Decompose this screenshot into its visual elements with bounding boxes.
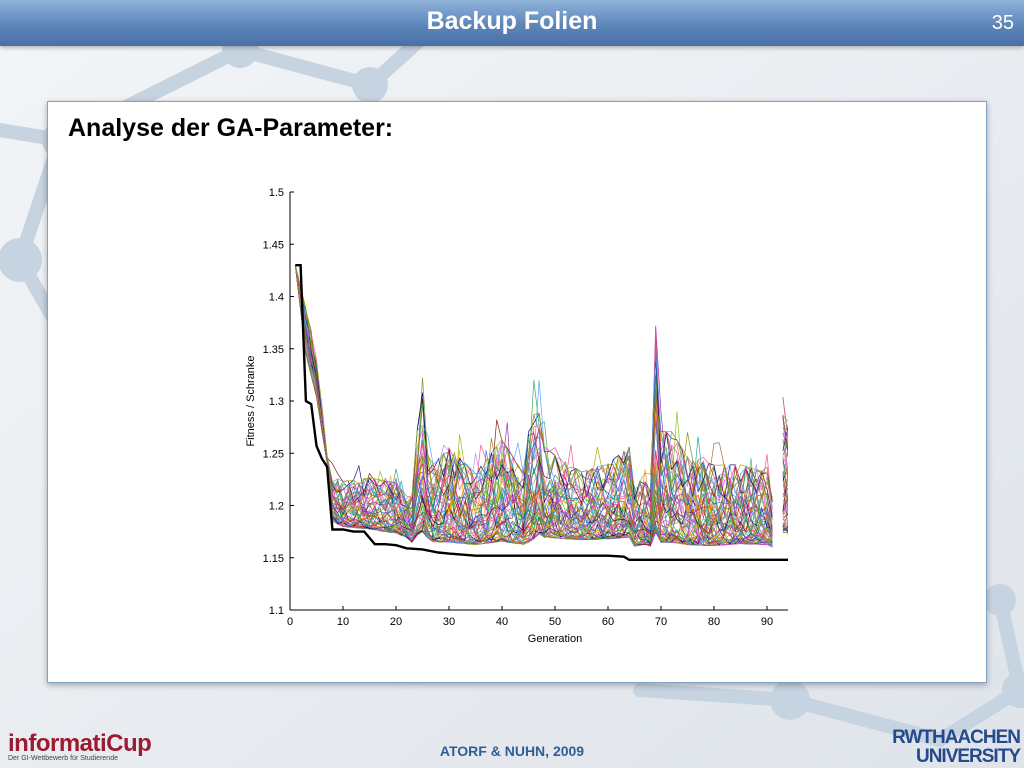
slide-number: 35 <box>991 12 1014 34</box>
y-tick-label: 1.1 <box>269 605 284 617</box>
x-tick-label: 80 <box>708 616 720 628</box>
population-series-line <box>294 265 788 539</box>
x-axis-label: Generation <box>528 633 582 645</box>
y-tick-label: 1.25 <box>263 448 284 460</box>
slide-title: Backup Folien <box>426 7 598 35</box>
informaticup-logo: informatiCup Der GI-Wettbewerb für Studi… <box>8 730 152 762</box>
population-series-line <box>294 265 788 543</box>
population-series-line <box>294 265 788 536</box>
content-heading: Analyse der GA-Parameter: <box>68 114 394 142</box>
title-bar: Backup Folien 35 <box>0 0 1024 46</box>
plot-lines <box>294 264 788 561</box>
population-series-line <box>294 265 788 543</box>
content-panel: Analyse der GA-Parameter: 0 10 20 30 40 50 60 7… <box>47 101 987 683</box>
x-tick-label: 20 <box>390 616 402 628</box>
population-series-line <box>294 265 788 540</box>
population-series-line <box>294 265 788 524</box>
rwth-logo: RWTHAACHEN UNIVERSITY <box>892 727 1021 767</box>
y-tick-label: 1.4 <box>269 292 284 304</box>
population-series-line <box>294 265 788 527</box>
y-tick-label: 1.2 <box>269 501 284 513</box>
population-series-line <box>294 265 788 535</box>
fitness-chart: 01020304050607080901001.11.151.21.251.31… <box>245 187 788 645</box>
x-tick-label: 50 <box>549 616 561 628</box>
population-series-line <box>294 265 788 525</box>
y-tick-label: 1.35 <box>263 344 284 356</box>
y-axis-label: Fitness / Schranke <box>245 355 257 446</box>
chart-axes: 01020304050607080901001.11.151.21.251.31… <box>263 187 788 628</box>
x-tick-label: 90 <box>761 616 773 628</box>
x-tick-label: 10 <box>337 616 349 628</box>
footer-authors: ATORF & NUHN, 2009 <box>439 743 585 759</box>
rwth-logo-line2: UNIVERSITY <box>915 746 1021 767</box>
y-tick-label: 1.15 <box>263 553 284 565</box>
y-tick-label: 1.3 <box>269 396 284 408</box>
y-tick-label: 1.45 <box>263 239 284 251</box>
informaticup-logo-subtext: Der GI-Wettbewerb für Studierende <box>8 755 118 762</box>
rwth-logo-line1: RWTHAACHEN <box>892 727 1021 748</box>
population-series-line <box>294 265 788 534</box>
x-tick-label: 60 <box>602 616 614 628</box>
x-tick-label: 30 <box>443 616 455 628</box>
population-series-line <box>294 265 788 508</box>
y-tick-label: 1.5 <box>269 187 284 199</box>
x-tick-label: 70 <box>655 616 667 628</box>
x-tick-label: 40 <box>496 616 508 628</box>
best-fitness-line <box>295 264 788 561</box>
x-tick-label: 0 <box>287 616 293 628</box>
population-series-line <box>294 265 788 511</box>
population-series-line <box>294 265 788 508</box>
informaticup-logo-text: informatiCup <box>8 730 152 757</box>
population-series-line <box>294 265 788 532</box>
population-series-line <box>294 265 788 537</box>
population-series-line <box>294 265 788 518</box>
population-series-line <box>294 265 788 533</box>
population-series-line <box>294 265 788 520</box>
